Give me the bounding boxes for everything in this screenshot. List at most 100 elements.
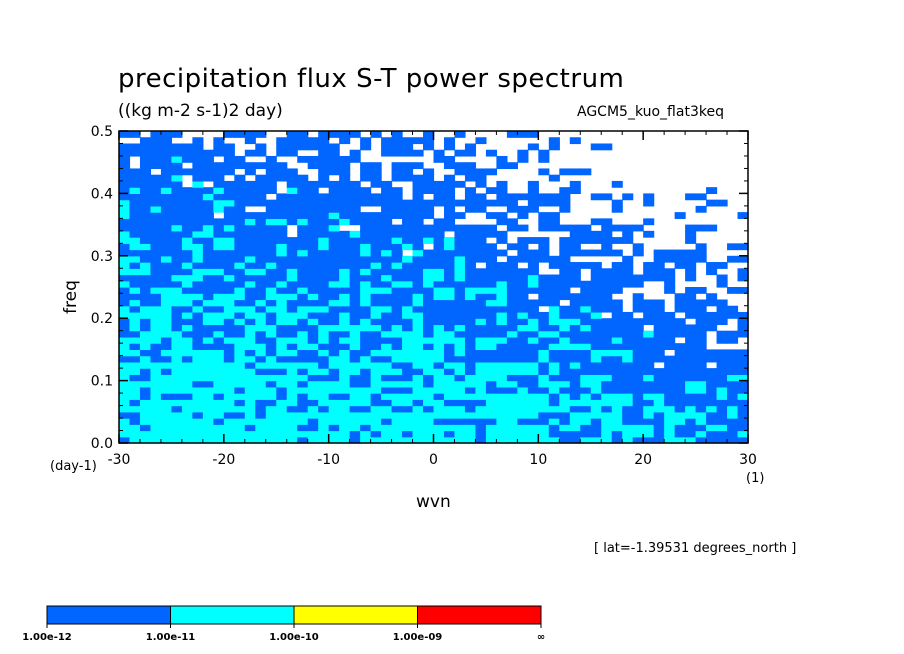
field-cell: [443, 305, 456, 313]
field-cell: [727, 436, 739, 444]
field-cell: [632, 399, 644, 407]
field-cell: [611, 180, 623, 188]
field-cell: [119, 268, 131, 276]
field-cell: [244, 224, 256, 232]
field-cell: [538, 393, 550, 400]
field-cell: [506, 318, 518, 326]
field-cell: [538, 343, 550, 350]
field-cell: [423, 212, 435, 219]
field-cell: [664, 368, 676, 375]
field-cell: [506, 274, 518, 282]
field-cell: [181, 324, 193, 332]
field-cell: [234, 399, 246, 407]
field-cell: [464, 174, 477, 182]
field-cell: [695, 349, 707, 357]
field-cell: [139, 137, 152, 145]
field-cell: [485, 349, 497, 357]
field-cell: [328, 405, 340, 413]
field-cell: [276, 393, 288, 400]
field-cell: [160, 180, 173, 188]
field-cell: [213, 174, 225, 182]
field-cell: [706, 418, 718, 425]
field-cell: [192, 274, 204, 282]
field-cell: [129, 368, 141, 375]
field-cell: [276, 199, 288, 207]
field-cell: [443, 374, 456, 382]
field-cell: [318, 143, 330, 151]
field-cell: [119, 411, 131, 419]
field-cell: [517, 424, 529, 432]
field-cell: [611, 205, 623, 213]
field-cell: [632, 249, 644, 257]
field-cell: [234, 324, 246, 332]
field-cell: [475, 237, 487, 244]
field-cell: [402, 174, 414, 182]
field-cell: [234, 280, 246, 288]
x-tick-label: 10: [529, 452, 547, 468]
field-cell: [423, 237, 435, 244]
field-cell: [119, 336, 131, 344]
field-cell: [381, 349, 393, 357]
field-cell: [496, 212, 508, 219]
field-cell: [129, 268, 141, 276]
field-cell: [349, 324, 361, 332]
field-cell: [454, 430, 466, 438]
field-cell: [318, 424, 330, 432]
field-cell: [276, 249, 288, 257]
field-cell: [632, 424, 644, 432]
field-cell: [412, 255, 424, 263]
field-cell: [412, 174, 424, 182]
field-cell: [653, 330, 665, 338]
field-cell: [517, 299, 529, 307]
field-cell: [171, 343, 183, 350]
field-cell: [150, 224, 162, 232]
field-cell: [485, 274, 497, 282]
field-cell: [349, 293, 361, 301]
field-cell: [202, 424, 214, 432]
field-cell: [265, 230, 277, 238]
field-cell: [454, 293, 466, 301]
field-cell: [391, 386, 403, 394]
field-cell: [569, 399, 581, 407]
field-cell: [244, 411, 256, 419]
field-cell: [202, 205, 214, 213]
field-cell: [171, 143, 183, 151]
field-cell: [139, 262, 152, 269]
field-cell: [538, 380, 550, 388]
field-cell: [443, 418, 456, 425]
field-cell: [119, 430, 131, 438]
field-cell: [443, 411, 456, 419]
field-cell: [192, 405, 204, 413]
field-cell: [716, 386, 728, 394]
field-cell: [601, 249, 613, 257]
field-cell: [674, 399, 686, 407]
field-cell: [538, 411, 550, 419]
field-cell: [360, 218, 372, 226]
field-cell: [632, 418, 644, 425]
field-cell: [286, 274, 298, 282]
field-cell: [601, 405, 613, 413]
field-cell: [475, 330, 487, 338]
field-cell: [297, 249, 309, 257]
field-cell: [433, 336, 445, 344]
field-cell: [286, 193, 298, 201]
field-cell: [192, 280, 204, 288]
field-cell: [580, 224, 592, 232]
field-cell: [569, 305, 581, 313]
field-cell: [192, 268, 204, 276]
field-cell: [160, 305, 173, 313]
field-cell: [139, 187, 152, 194]
field-cell: [464, 262, 477, 269]
field-cell: [590, 230, 602, 238]
y-tick-label: 0.5: [91, 124, 113, 140]
field-cell: [517, 374, 529, 382]
field-cell: [119, 355, 131, 363]
field-cell: [506, 305, 518, 313]
field-cell: [370, 293, 382, 301]
field-cell: [496, 262, 508, 269]
field-cell: [443, 318, 456, 326]
field-cell: [276, 237, 288, 244]
field-cell: [622, 386, 634, 394]
field-cell: [569, 361, 581, 369]
field-cell: [150, 386, 162, 394]
